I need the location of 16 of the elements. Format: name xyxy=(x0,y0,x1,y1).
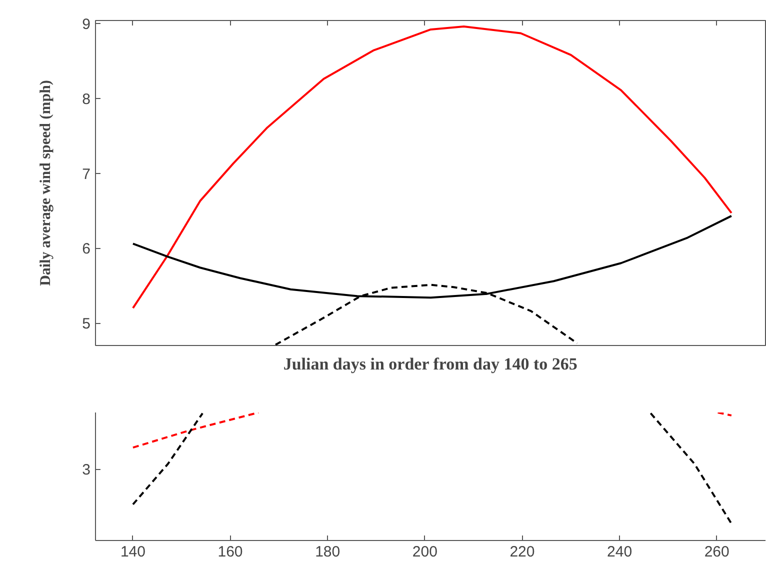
x-tick-label: 140 xyxy=(120,544,146,560)
y-tick-label: 6 xyxy=(82,240,90,258)
x-tick-label: 220 xyxy=(510,544,535,560)
x-tick-label: 180 xyxy=(315,544,340,560)
y-tick-label: 5 xyxy=(82,316,90,333)
y-tick-label: 8 xyxy=(82,90,90,108)
line-series xyxy=(132,25,732,310)
x-tick-label: 160 xyxy=(218,544,243,560)
x-axis-title: Julian days in order from day 140 to 265 xyxy=(283,354,578,374)
x-tick-label: 240 xyxy=(607,544,632,560)
x-tick-label: 260 xyxy=(704,544,730,560)
x-tick-label: 200 xyxy=(412,544,438,560)
y-axis-title: Daily average wind speed (mph) xyxy=(38,80,54,286)
y-tick-label: 7 xyxy=(82,166,90,183)
y-tick-label: 9 xyxy=(82,16,90,33)
text: 3 xyxy=(82,462,90,479)
